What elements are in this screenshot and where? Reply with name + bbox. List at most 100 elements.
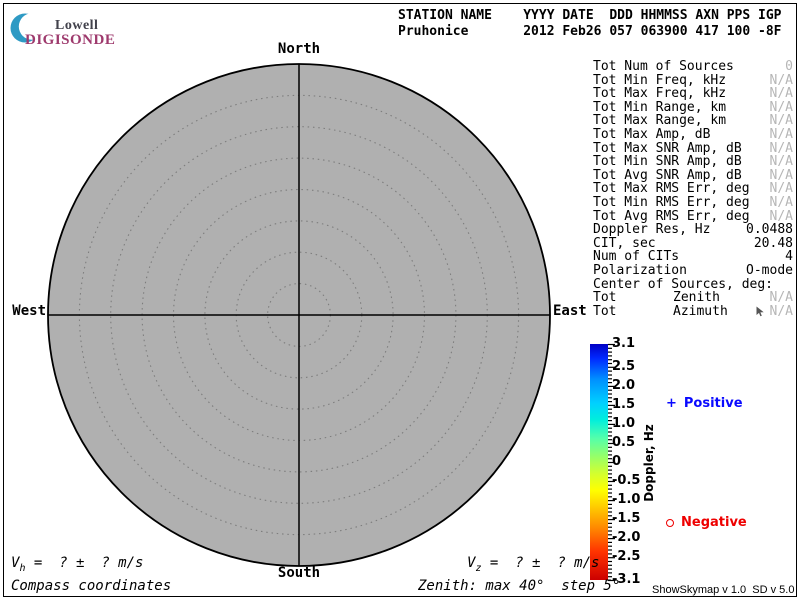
legend-negative-label: Negative [681, 515, 747, 530]
stats-row: Polarization O-mode [593, 264, 793, 278]
stats-label: Tot Num of Sources [593, 59, 734, 74]
stats-row: Tot Min RMS Err, deg N/A [593, 196, 793, 210]
stats-value: N/A [769, 303, 793, 319]
measurement-stats-panel: Tot Num of Sources 0 Tot Min Freq, kHz N/A T… [593, 60, 793, 318]
stats-label: Tot Max SNR Amp, dB [593, 140, 742, 156]
mouse-cursor-icon [756, 306, 764, 316]
stats-row: Tot Azimuth N/A [593, 303, 793, 319]
colorbar-tick-label: 1.5 [612, 396, 636, 412]
stats-row: Tot Avg RMS Err, deg N/A [593, 208, 793, 224]
stats-row: Tot Avg SNR Amp, dB N/A [593, 167, 793, 183]
stats-label: Tot Max RMS Err, deg [593, 181, 750, 197]
stats-value: N/A [769, 86, 793, 102]
stats-value: 0 [785, 59, 793, 74]
vz-velocity-readout: Vz = ? ± ? m/s [467, 555, 600, 574]
colorbar-tick-label: 2.0 [612, 377, 636, 393]
stats-value: 0.0488 [746, 222, 793, 238]
skymap-outline [47, 63, 551, 567]
doppler-colorbar [590, 344, 608, 580]
vh-velocity-readout: Vh = ? ± ? m/s [11, 555, 144, 574]
colorbar-tick-label: -0.5 [612, 473, 641, 489]
stats-mid-label: Azimuth [673, 303, 728, 319]
stats-value: 20.48 [753, 235, 793, 251]
legend-negative: Negative [666, 515, 747, 530]
stats-row: Tot Max Range, km N/A [593, 114, 793, 128]
stats-label: Tot Avg SNR Amp, dB [593, 167, 742, 183]
stats-value: N/A [769, 154, 793, 170]
colorbar-tick-label: -2.5 [612, 549, 641, 565]
compass-label-west: West [12, 303, 46, 319]
stats-value: N/A [769, 126, 793, 142]
stats-row: Tot Max SNR Amp, dB N/A [593, 140, 793, 156]
colorbar-tick-label: 0 [612, 454, 622, 469]
header-columns: STATION NAME YYYY DATE DDD HHMMSS AXN PP… [398, 8, 782, 23]
stats-label: Center of Sources, deg: [593, 276, 774, 292]
colorbar-tick-label: -2.0 [612, 530, 641, 546]
stats-row: Tot Zenith N/A [593, 291, 793, 305]
stats-label: Tot Max Amp, dB [593, 126, 711, 142]
version-label: ShowSkymap v 1.0 SD v 5.0 [652, 584, 795, 596]
stats-value: N/A [769, 113, 793, 129]
stats-label: Doppler Res, Hz [593, 222, 711, 238]
header-values: Pruhonice 2012 Feb26 057 063900 417 100 … [398, 24, 782, 39]
colorbar-tick-label: 2.5 [612, 358, 636, 374]
stats-label: Tot [593, 290, 617, 306]
stats-value: 4 [785, 249, 793, 265]
stats-label: Tot [593, 303, 617, 319]
legend-positive: + Positive [666, 396, 743, 411]
coordinates-mode-label: Compass coordinates [11, 578, 172, 594]
stats-row: Tot Min Range, km N/A [593, 99, 793, 115]
stats-label: Tot Avg RMS Err, deg [593, 208, 750, 224]
stats-row: Num of CITs 4 [593, 250, 793, 264]
colorbar-tick-label: 3.1 [612, 336, 636, 351]
stats-label: Tot Min Freq, kHz [593, 72, 727, 88]
stats-label: CIT, sec [593, 235, 656, 251]
logo-lowell-text: Lowell [55, 18, 99, 33]
stats-label: Tot Min RMS Err, deg [593, 194, 750, 210]
stats-row: Tot Max Freq, kHz N/A [593, 87, 793, 101]
stats-label: Tot Max Range, km [593, 113, 727, 129]
compass-label-south: South [277, 565, 321, 581]
crescent-moon-icon [10, 13, 46, 43]
stats-value: N/A [769, 140, 793, 156]
stats-row: CIT, sec 20.48 [593, 235, 793, 251]
stats-value: N/A [769, 181, 793, 197]
colorbar-tick-label: -1.5 [612, 511, 641, 527]
stats-label: Tot Max Freq, kHz [593, 86, 727, 102]
stats-label: Tot Min SNR Amp, dB [593, 154, 742, 170]
stats-row: Tot Min Freq, kHz N/A [593, 72, 793, 88]
stats-value: N/A [769, 290, 793, 306]
stats-value: N/A [769, 72, 793, 88]
colorbar-ticks [608, 343, 615, 582]
lowell-digisonde-logo: Lowell DIGISONDE [8, 6, 138, 48]
circle-marker-icon [666, 518, 674, 527]
stats-mid-label: Zenith [673, 290, 720, 306]
logo-digisonde-text: DIGISONDE [25, 32, 116, 48]
stats-row: Tot Max RMS Err, deg N/A [593, 182, 793, 196]
legend-positive-label: Positive [683, 396, 743, 411]
stats-label: Num of CITs [593, 249, 680, 265]
zenith-range-label: Zenith: max 40° step 5° [418, 578, 621, 594]
stats-label: Polarization [593, 262, 687, 278]
colorbar-tick-label: 0.5 [612, 434, 636, 450]
stats-row: Tot Num of Sources 0 [593, 60, 793, 74]
colorbar-tick-label: 1.0 [612, 415, 636, 431]
stats-row: Doppler Res, Hz 0.0488 [593, 223, 793, 237]
skymap-polar-plot [47, 63, 551, 567]
stats-value: N/A [769, 208, 793, 224]
plus-marker-icon: + [666, 396, 677, 411]
stats-label: Tot Min Range, km [593, 99, 727, 115]
colorbar-tick-label: -3.1 [612, 572, 641, 587]
colorbar-axis-title: Doppler, Hz [642, 424, 656, 502]
stats-value: N/A [769, 99, 793, 115]
stats-row: Center of Sources, deg: [593, 276, 793, 292]
stats-row: Tot Max Amp, dB N/A [593, 128, 793, 142]
stats-value: N/A [769, 167, 793, 183]
compass-label-north: North [277, 41, 321, 57]
stats-value: O-mode [746, 262, 793, 278]
compass-label-east: East [553, 303, 587, 319]
stats-row: Tot Min SNR Amp, dB N/A [593, 155, 793, 169]
colorbar-tick-label: -1.0 [612, 492, 641, 508]
stats-value: N/A [769, 194, 793, 210]
